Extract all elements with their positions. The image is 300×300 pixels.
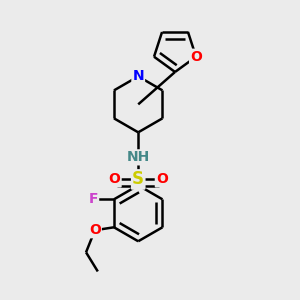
Text: S: S bbox=[132, 170, 144, 188]
Text: O: O bbox=[109, 172, 121, 186]
Text: F: F bbox=[88, 192, 98, 206]
Text: NH: NH bbox=[127, 150, 150, 164]
Text: O: O bbox=[156, 172, 168, 186]
Text: O: O bbox=[89, 223, 101, 237]
Text: N: N bbox=[132, 69, 144, 83]
Text: O: O bbox=[190, 50, 202, 64]
